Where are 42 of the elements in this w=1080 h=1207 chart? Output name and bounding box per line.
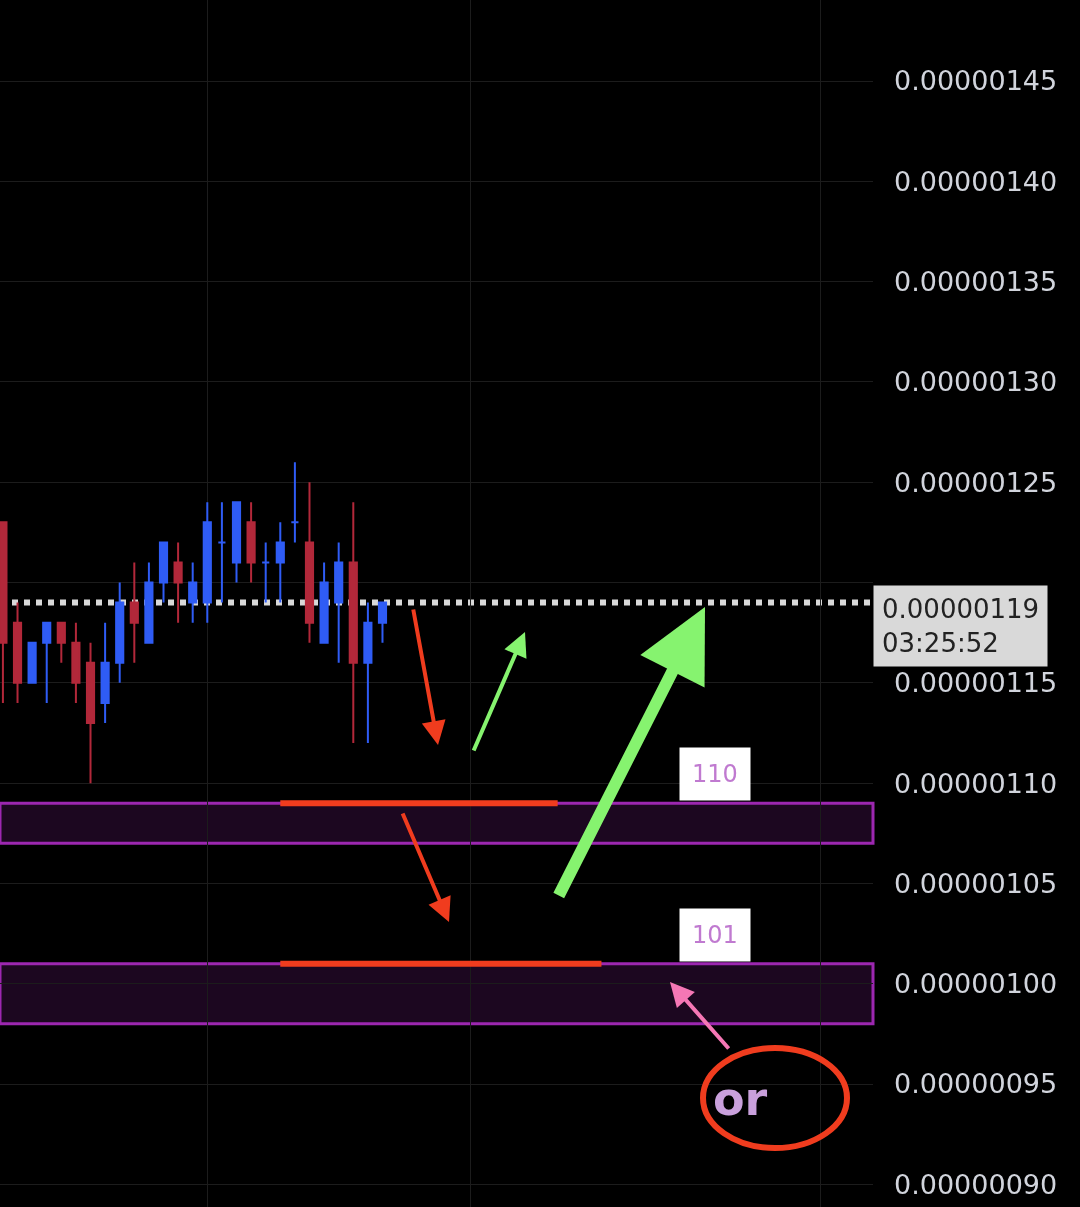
candlestick: [144, 561, 154, 644]
candlestick: [0, 521, 8, 704]
candlestick: [304, 481, 315, 644]
candlestick: [290, 461, 300, 544]
candlestick: [275, 521, 285, 604]
y-tick-label: 0.00000125: [894, 466, 1058, 498]
y-tick-label: 0.00000110: [894, 767, 1058, 799]
y-tick-label: 0.00000145: [894, 65, 1058, 97]
y-tick-label: 0.00000095: [894, 1068, 1058, 1100]
y-tick-label: 0.00000140: [894, 165, 1058, 197]
candlestick: [85, 641, 96, 785]
candlestick: [231, 501, 242, 584]
candlestick: [12, 601, 23, 704]
candlestick: [27, 641, 37, 684]
y-tick-label: 0.00000130: [894, 366, 1058, 398]
candlestick: [217, 501, 227, 604]
y-tick-label: 0.00000115: [894, 667, 1058, 699]
y-tick-label: 0.00000135: [894, 266, 1058, 298]
candlestick: [56, 621, 66, 664]
candlestick: [71, 621, 81, 704]
candlestick: [319, 561, 329, 644]
candlestick: [334, 541, 344, 664]
y-tick-label: 0.00000100: [894, 968, 1058, 1000]
band-label: 110: [692, 760, 738, 788]
y-tick-label: 0.00000090: [894, 1168, 1058, 1200]
candlestick: [246, 501, 256, 584]
candlestick: [348, 501, 358, 745]
candlestick: [115, 581, 125, 684]
band-label: 101: [692, 921, 738, 949]
annotation: or: [713, 1072, 768, 1126]
candlestick: [158, 541, 169, 604]
y-tick-label: 0.00000105: [894, 867, 1058, 899]
candlestick: [173, 541, 183, 624]
candlestick: [261, 541, 271, 604]
candlestick: [188, 561, 198, 624]
candlestick: [377, 601, 388, 644]
candlestick: [202, 501, 212, 624]
candlestick: [100, 621, 110, 724]
candlestick: [42, 621, 52, 704]
candlestick: [363, 601, 373, 745]
ref-line-label: 0.00000119 03:25:52: [882, 594, 1040, 658]
candlestick: [129, 561, 139, 664]
